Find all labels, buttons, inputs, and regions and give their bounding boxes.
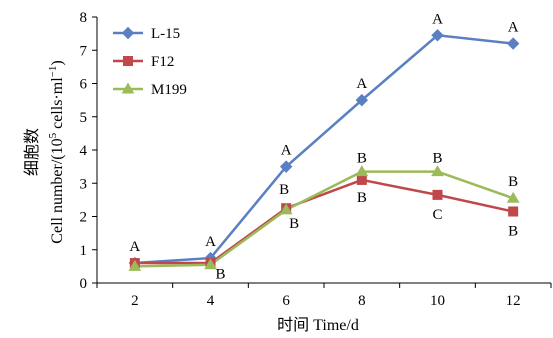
data-point-l-15	[279, 160, 293, 173]
significance-label: C	[432, 207, 442, 223]
series-line-m199	[134, 170, 514, 268]
y-tick-label: 1	[80, 243, 88, 259]
significance-label: B	[357, 151, 367, 167]
data-point-f12	[356, 174, 367, 185]
y-tick-label: 7	[80, 43, 88, 59]
significance-label: B	[289, 216, 299, 232]
significance-label: A	[432, 11, 443, 27]
significance-label: A	[205, 234, 216, 250]
x-tick-label: 6	[282, 293, 290, 309]
significance-label: A	[356, 76, 367, 92]
x-tick-label: 2	[131, 293, 139, 309]
series-lines	[134, 33, 514, 268]
data-point-l-15	[506, 37, 520, 50]
y-tick-label: 8	[80, 10, 88, 26]
significance-label: B	[508, 174, 518, 190]
data-point-l-15	[431, 29, 444, 42]
series-markers	[128, 29, 520, 271]
data-point-f12	[508, 206, 519, 217]
significance-label: B	[215, 267, 225, 283]
legend-marker-l-15	[121, 26, 135, 40]
x-tick-label: 12	[506, 293, 521, 309]
y-ticks: 0 1 2 3 4 5 6 7 8	[80, 10, 97, 292]
data-point-m199	[506, 191, 520, 203]
y-axis-title-en: Cell number/(105 cells·ml−1)	[47, 60, 66, 243]
y-tick-label: 4	[80, 143, 88, 159]
legend-marker-m199	[121, 82, 135, 94]
data-point-m199	[279, 203, 293, 215]
legend-label-m199: M199	[151, 82, 187, 98]
y-tick-label: 3	[80, 176, 88, 192]
series-line-f12	[134, 178, 514, 265]
x-ticks: 2 4 6 8 10 12	[96, 283, 552, 309]
legend-label-f12: F12	[151, 54, 174, 70]
y-tick-label: 6	[80, 77, 88, 93]
y-tick-label: 0	[80, 276, 88, 292]
data-point-m199	[128, 259, 142, 271]
significance-label: B	[279, 182, 289, 198]
x-tick-label: 10	[430, 293, 445, 309]
data-point-f12	[432, 189, 443, 200]
significance-label: A	[129, 239, 140, 255]
data-point-l-15	[355, 93, 369, 107]
significance-label: A	[281, 143, 292, 159]
significance-labels: A A A A A A B B B B B B C B B	[129, 11, 518, 282]
significance-label: B	[432, 151, 442, 167]
data-point-m199	[431, 165, 444, 177]
data-point-m199	[355, 165, 369, 177]
legend: L-15 F12 M199	[113, 26, 187, 98]
y-tick-label: 2	[80, 210, 88, 226]
legend-label-l-15: L-15	[151, 26, 180, 42]
series-line-l-15	[134, 33, 514, 265]
significance-label: A	[508, 20, 519, 36]
y-axis-title: 细胞数	[23, 128, 41, 176]
significance-label: B	[357, 190, 367, 206]
data-point-m199	[204, 258, 217, 270]
y-tick-label: 5	[80, 110, 88, 126]
x-tick-label: 8	[358, 293, 366, 309]
legend-marker-f12	[123, 56, 133, 66]
y-axis-title-cn: 细胞数	[23, 128, 41, 176]
x-axis-title: 时间 Time/d	[277, 316, 359, 334]
x-tick-label: 4	[207, 293, 215, 309]
significance-label: B	[508, 224, 518, 240]
